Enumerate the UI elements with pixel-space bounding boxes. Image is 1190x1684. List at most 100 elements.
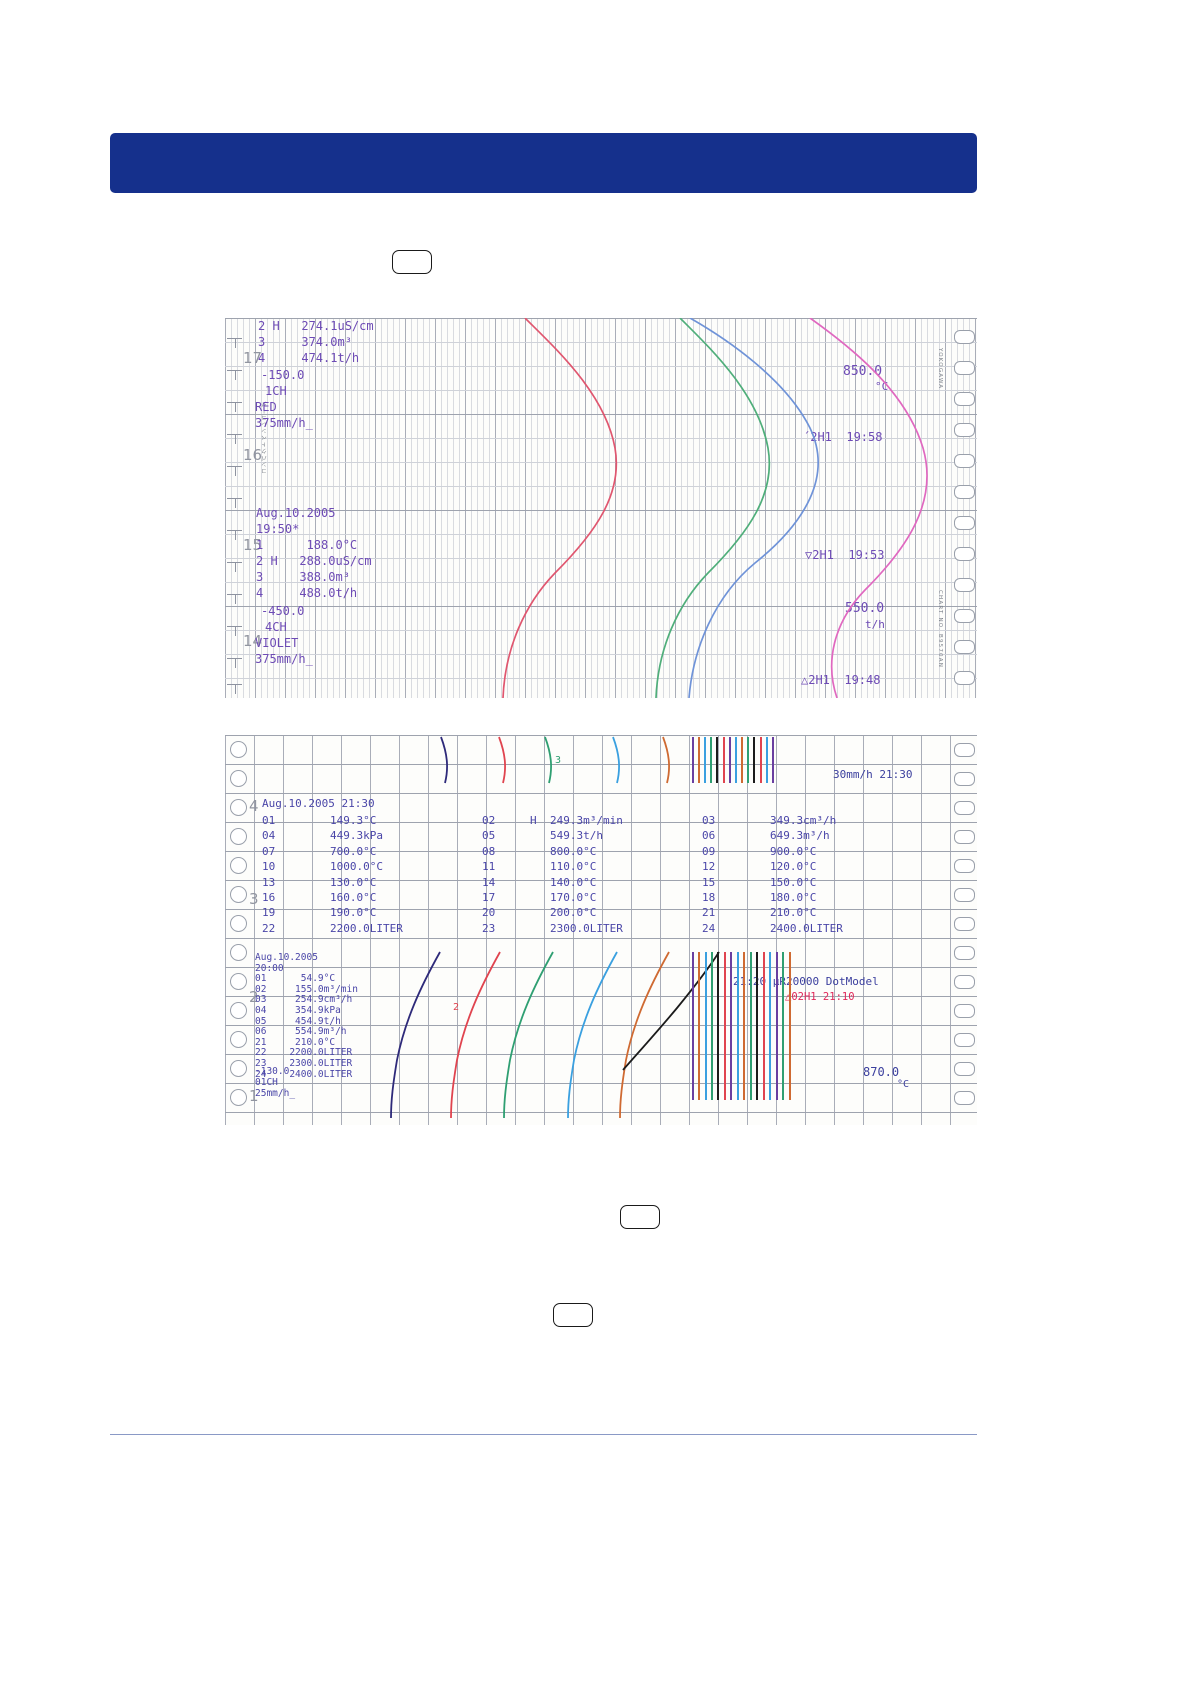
grid-line-vertical xyxy=(483,318,484,698)
grid-line-vertical xyxy=(513,318,514,698)
grid-line-vertical xyxy=(225,318,226,698)
grid-line-vertical xyxy=(861,318,862,698)
table-row: 04 449.3kPa 05 549.3t/h 06 649.3m³/h xyxy=(262,828,922,843)
grid-line-horizontal xyxy=(225,1054,977,1055)
grid-line-horizontal xyxy=(225,390,977,391)
grid-line-vertical xyxy=(903,318,904,698)
grid-line-vertical xyxy=(519,318,520,698)
table-cell-flag xyxy=(750,813,770,828)
grid-line-vertical xyxy=(921,735,922,1125)
chart-recorder-image-1: 17 16 15 14 コンパクトペンレコーダ YOKOGAWA CHART N… xyxy=(225,318,977,698)
table-cell-value: 249.3m³/min xyxy=(550,814,623,827)
table-cell-channel: 18 xyxy=(702,891,716,905)
table-cell-flag xyxy=(750,921,770,936)
table-row: 16 160.0°C 17 170.0°C 18 180.0°C xyxy=(262,890,922,905)
grid-line-vertical xyxy=(771,318,772,698)
grid-line-vertical xyxy=(741,318,742,698)
grid-line-horizontal xyxy=(225,1025,977,1026)
grid-line-vertical xyxy=(357,318,358,698)
grid-line-horizontal xyxy=(225,880,977,881)
grid-line-vertical xyxy=(603,318,604,698)
grid-line-vertical xyxy=(615,318,616,698)
grid-line-vertical xyxy=(843,318,844,698)
grid-line-vertical xyxy=(834,735,835,1125)
chart1-top-block-line1: 2 H 274.1uS/cm xyxy=(258,319,374,333)
table-cell-value: 349.3cm³/h xyxy=(770,814,837,827)
chart1-speed-top: 375mm/h_ xyxy=(255,416,313,430)
chart3-stamp-date: Aug.10.2005 xyxy=(255,952,318,963)
chart2-axis-number-3: 3 xyxy=(249,890,259,908)
grid-line-vertical xyxy=(477,318,478,698)
table-cell-value: 110.0°C xyxy=(550,860,597,874)
keycap-icon-bottom xyxy=(553,1303,593,1327)
chart3-trace-marker: 2 xyxy=(453,1002,459,1013)
table-cell-flag xyxy=(530,905,550,920)
grid-line-vertical xyxy=(933,318,934,698)
table-cell-flag xyxy=(750,875,770,890)
chart2-axis-number-4: 4 xyxy=(249,797,259,815)
table-cell-value: 210.0°C xyxy=(770,906,817,920)
list-item: 23 2300.0LITER xyxy=(255,1057,353,1069)
grid-line-vertical xyxy=(428,735,429,1125)
keycap-icon-middle xyxy=(620,1205,660,1229)
grid-line-vertical xyxy=(969,318,970,698)
grid-line-vertical xyxy=(681,318,682,698)
table-cell-channel: 08 xyxy=(482,844,496,858)
grid-line-vertical xyxy=(675,318,676,698)
table-row: 10 1000.0°C 11 110.0°C 12 120.0°C xyxy=(262,859,922,874)
grid-line-vertical xyxy=(819,318,820,698)
table-cell-value: 1000.0°C xyxy=(330,860,383,874)
grid-line-vertical xyxy=(927,318,928,698)
grid-line-vertical xyxy=(515,735,516,1125)
grid-line-vertical xyxy=(341,735,342,1125)
grid-line-vertical xyxy=(693,318,694,698)
grid-line-vertical xyxy=(567,318,568,698)
grid-line-vertical xyxy=(435,318,436,698)
grid-line-vertical xyxy=(471,318,472,698)
grid-line-horizontal xyxy=(225,414,977,415)
grid-line-vertical xyxy=(231,318,232,698)
grid-line-vertical xyxy=(291,318,292,698)
table-cell-flag xyxy=(750,828,770,843)
chart1-alarm-1953: ▽2H1 19:53 xyxy=(805,548,885,562)
grid-line-horizontal xyxy=(225,462,977,463)
table-cell-flag: H xyxy=(530,814,537,827)
chart2-sprocket-column-right xyxy=(951,735,977,1125)
grid-line-vertical xyxy=(687,318,688,698)
grid-line-vertical xyxy=(759,318,760,698)
grid-line-vertical xyxy=(789,318,790,698)
trace-blue xyxy=(567,951,618,1119)
chart1-axis-number-14: 14 xyxy=(243,632,263,650)
grid-line-vertical xyxy=(531,318,532,698)
grid-line-vertical xyxy=(459,318,460,698)
trace-violet xyxy=(809,318,928,698)
chart1-color-top: RED xyxy=(255,400,277,414)
grid-line-vertical xyxy=(457,735,458,1125)
grid-line-vertical xyxy=(537,318,538,698)
grid-line-vertical xyxy=(465,318,466,698)
table-row: 01 149.3°C 02 H 249.3m³/min 03 349.3cm³/h xyxy=(262,813,922,828)
grid-line-vertical xyxy=(327,318,328,698)
grid-line-vertical xyxy=(602,735,603,1125)
chart1-alarm-1958: ´2H1 19:58 xyxy=(803,430,883,444)
grid-line-horizontal xyxy=(225,822,977,823)
table-cell-flag xyxy=(310,859,330,874)
grid-line-vertical xyxy=(283,735,284,1125)
chart2-dense-bars xyxy=(692,737,774,783)
grid-line-vertical xyxy=(255,318,256,698)
grid-line-vertical xyxy=(561,318,562,698)
grid-line-vertical xyxy=(375,318,376,698)
chart3-right-value: 870.0 xyxy=(863,1065,900,1079)
table-cell-flag xyxy=(310,921,330,936)
grid-line-horizontal xyxy=(225,851,977,852)
table-cell-value: 190.0°C xyxy=(330,906,377,920)
table-cell-flag xyxy=(310,890,330,905)
grid-line-horizontal xyxy=(225,1112,977,1113)
chart3-stamp-time: 20:00 xyxy=(255,962,284,974)
trace-black xyxy=(622,951,720,1071)
grid-line-vertical xyxy=(441,318,442,698)
trace-red xyxy=(498,736,506,784)
chart1-traces xyxy=(502,318,928,698)
grid-line-vertical xyxy=(297,318,298,698)
table-cell-flag xyxy=(750,905,770,920)
